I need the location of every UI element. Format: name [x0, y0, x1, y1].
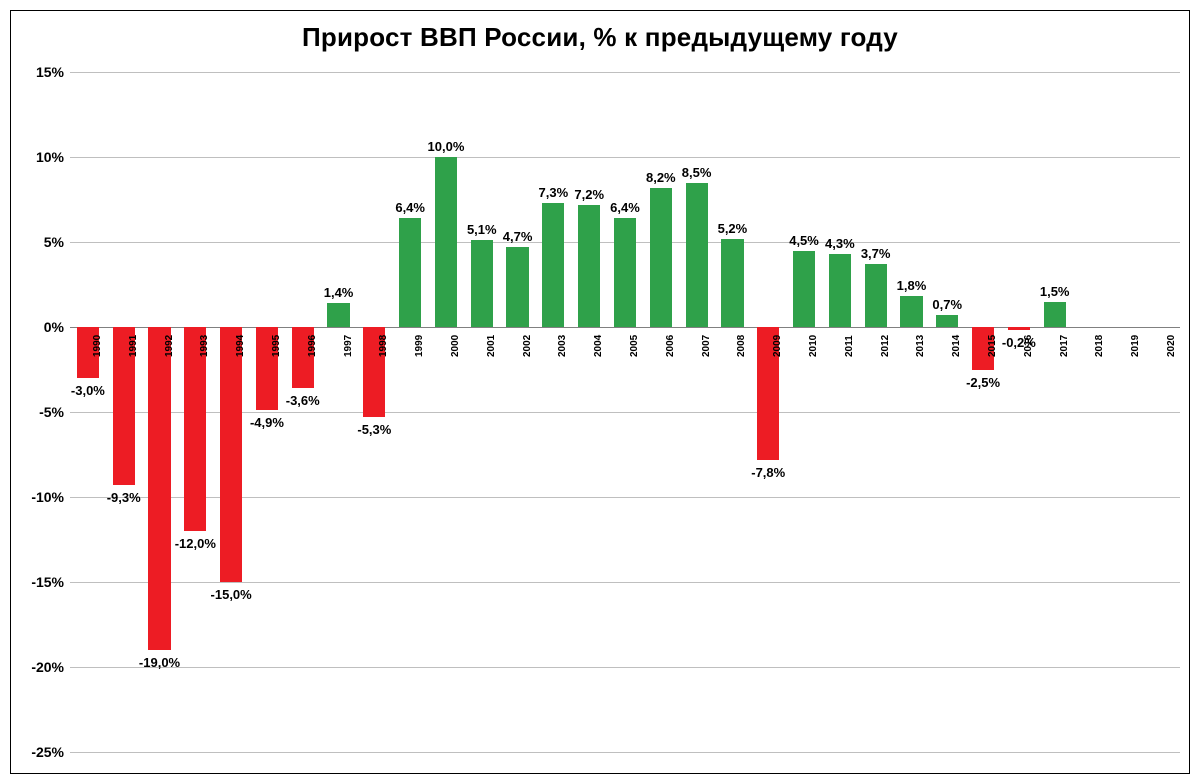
x-tick-label: 2011: [844, 335, 855, 357]
bar: [220, 327, 242, 582]
x-tick-label: 2018: [1094, 335, 1105, 357]
data-label: -4,9%: [250, 415, 284, 430]
bar: [399, 218, 421, 327]
x-tick-label: 2014: [951, 335, 962, 357]
plot-area: 15%10%5%0%-5%-10%-15%-20%-25%-3,0%1990-9…: [70, 72, 1180, 752]
y-tick-label: -15%: [12, 574, 64, 590]
data-label: 0,7%: [932, 297, 962, 312]
data-label: -19,0%: [139, 655, 180, 670]
chart-frame: Прирост ВВП России, % к предыдущему году…: [0, 0, 1200, 784]
bar: [471, 240, 493, 327]
data-label: 7,3%: [539, 185, 569, 200]
x-tick-label: 2013: [915, 335, 926, 357]
bar: [650, 188, 672, 327]
grid-line: [70, 157, 1180, 158]
data-label: -12,0%: [175, 536, 216, 551]
x-tick-label: 2003: [557, 335, 568, 357]
x-tick-label: 2005: [629, 335, 640, 357]
bar: [721, 239, 743, 327]
y-tick-label: 10%: [12, 149, 64, 165]
x-tick-label: 1996: [307, 335, 318, 357]
data-label: 6,4%: [610, 200, 640, 215]
x-tick-label: 1993: [199, 335, 210, 357]
data-label: -3,0%: [71, 383, 105, 398]
y-tick-label: -20%: [12, 659, 64, 675]
x-tick-label: 2019: [1130, 335, 1141, 357]
x-tick-label: 2008: [736, 335, 747, 357]
data-label: 1,4%: [324, 285, 354, 300]
bar: [829, 254, 851, 327]
bar: [1008, 327, 1030, 330]
x-tick-label: 2004: [593, 335, 604, 357]
data-label: 5,2%: [718, 221, 748, 236]
bar: [578, 205, 600, 327]
grid-line: [70, 752, 1180, 753]
x-tick-label: 2007: [701, 335, 712, 357]
x-tick-label: 1994: [235, 335, 246, 357]
bar: [614, 218, 636, 327]
bar: [148, 327, 170, 650]
x-tick-label: 2010: [808, 335, 819, 357]
bar: [327, 303, 349, 327]
x-tick-label: 2017: [1059, 335, 1070, 357]
x-tick-label: 1999: [414, 335, 425, 357]
data-label: -3,6%: [286, 393, 320, 408]
data-label: 1,5%: [1040, 284, 1070, 299]
y-tick-label: 0%: [12, 319, 64, 335]
x-tick-label: 2020: [1166, 335, 1177, 357]
data-label: 7,2%: [574, 187, 604, 202]
bar: [865, 264, 887, 327]
x-tick-label: 1992: [164, 335, 175, 357]
data-label: 6,4%: [395, 200, 425, 215]
data-label: -2,5%: [966, 375, 1000, 390]
bar: [542, 203, 564, 327]
x-tick-label: 2015: [987, 335, 998, 357]
x-tick-label: 1998: [378, 335, 389, 357]
data-label: -9,3%: [107, 490, 141, 505]
bar: [793, 251, 815, 328]
y-tick-label: -25%: [12, 744, 64, 760]
y-tick-label: 15%: [12, 64, 64, 80]
bar: [506, 247, 528, 327]
y-tick-label: -5%: [12, 404, 64, 420]
bar: [184, 327, 206, 531]
data-label: 4,3%: [825, 236, 855, 251]
x-tick-label: 2006: [665, 335, 676, 357]
bar: [900, 296, 922, 327]
x-tick-label: 1997: [343, 335, 354, 357]
x-tick-label: 1991: [128, 335, 139, 357]
x-tick-label: 2012: [880, 335, 891, 357]
data-label: 10,0%: [428, 139, 465, 154]
chart-title: Прирост ВВП России, % к предыдущему году: [0, 22, 1200, 53]
x-tick-label: 2009: [772, 335, 783, 357]
x-tick-label: 2016: [1023, 335, 1034, 357]
data-label: 8,2%: [646, 170, 676, 185]
grid-line: [70, 72, 1180, 73]
data-label: -7,8%: [751, 465, 785, 480]
data-label: -5,3%: [357, 422, 391, 437]
y-tick-label: -10%: [12, 489, 64, 505]
bar: [686, 183, 708, 328]
data-label: 4,7%: [503, 229, 533, 244]
data-label: 8,5%: [682, 165, 712, 180]
data-label: 1,8%: [897, 278, 927, 293]
grid-line: [70, 667, 1180, 668]
data-label: 5,1%: [467, 222, 497, 237]
bar: [1044, 302, 1066, 328]
data-label: 4,5%: [789, 233, 819, 248]
bar: [435, 157, 457, 327]
data-label: -15,0%: [211, 587, 252, 602]
y-tick-label: 5%: [12, 234, 64, 250]
bar: [936, 315, 958, 327]
data-label: 3,7%: [861, 246, 891, 261]
x-tick-label: 2002: [522, 335, 533, 357]
grid-line: [70, 582, 1180, 583]
x-tick-label: 1990: [92, 335, 103, 357]
x-tick-label: 1995: [271, 335, 282, 357]
x-tick-label: 2000: [450, 335, 461, 357]
x-tick-label: 2001: [486, 335, 497, 357]
